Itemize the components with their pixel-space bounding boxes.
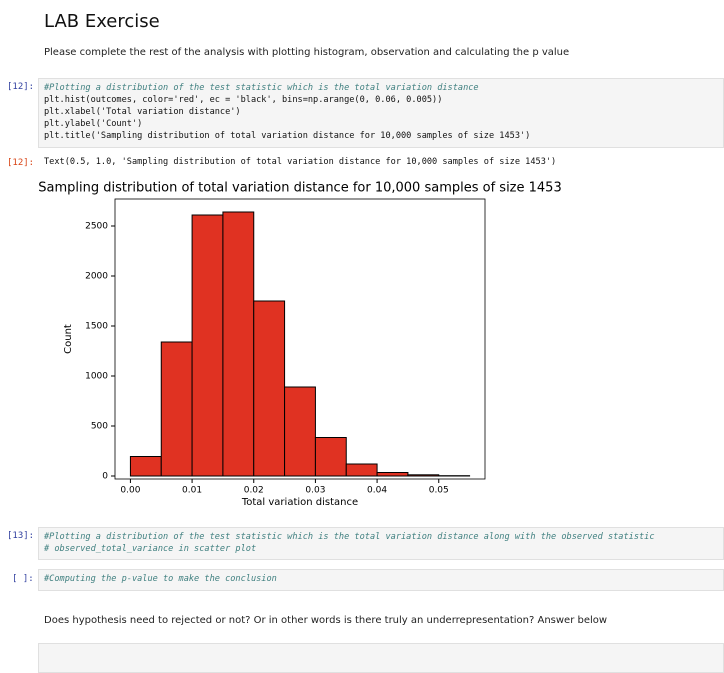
empty-cell[interactable] bbox=[38, 643, 724, 673]
y-axis-label: Count bbox=[63, 324, 74, 354]
y-tick-label: 1000 bbox=[85, 372, 108, 382]
y-tick-label: 0 bbox=[102, 472, 108, 482]
histogram-bar bbox=[346, 464, 377, 476]
code-cell[interactable]: #Computing the p-value to make the concl… bbox=[38, 569, 724, 591]
code-line: # observed_total_variance in scatter plo… bbox=[44, 543, 718, 555]
x-tick-label: 0.01 bbox=[182, 486, 202, 496]
histogram-bar bbox=[130, 457, 161, 477]
chart: Sampling distribution of total variation… bbox=[0, 0, 724, 520]
x-tick-label: 0.02 bbox=[244, 486, 264, 496]
histogram-bar bbox=[315, 438, 346, 477]
histogram-bar bbox=[192, 215, 223, 476]
histogram-bar bbox=[285, 387, 316, 476]
histogram-bar bbox=[161, 342, 192, 476]
y-tick-label: 500 bbox=[91, 422, 108, 432]
x-tick-label: 0.04 bbox=[367, 486, 387, 496]
histogram-bar bbox=[377, 473, 408, 477]
x-axis-label: Total variation distance bbox=[241, 497, 358, 508]
x-tick-label: 0.03 bbox=[305, 486, 325, 496]
x-tick-label: 0.05 bbox=[429, 486, 449, 496]
histogram-bar bbox=[254, 301, 285, 476]
x-tick-label: 0.00 bbox=[120, 486, 140, 496]
y-tick-label: 2500 bbox=[85, 222, 108, 232]
y-tick-label: 1500 bbox=[85, 322, 108, 332]
code-cell[interactable]: #Plotting a distribution of the test sta… bbox=[38, 527, 724, 560]
y-tick-label: 2000 bbox=[85, 272, 108, 282]
cell-prompt: [13]: bbox=[7, 531, 34, 541]
code-line: #Plotting a distribution of the test sta… bbox=[44, 531, 718, 543]
chart-title: Sampling distribution of total variation… bbox=[38, 181, 561, 196]
histogram-bar bbox=[223, 212, 254, 476]
code-line: #Computing the p-value to make the concl… bbox=[44, 573, 718, 585]
question-text: Does hypothesis need to rejected or not?… bbox=[44, 615, 607, 626]
cell-prompt: [ ]: bbox=[12, 574, 34, 584]
histogram-bar bbox=[408, 475, 439, 476]
